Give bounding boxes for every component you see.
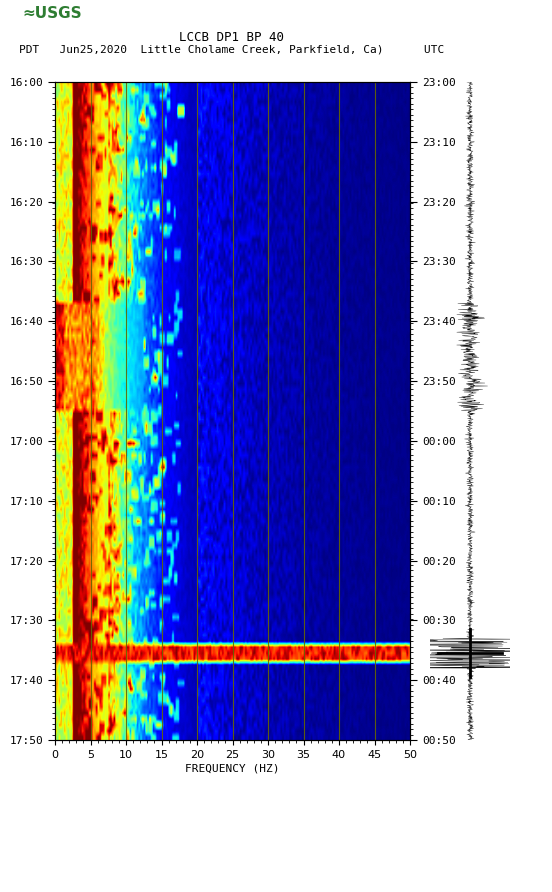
Text: PDT   Jun25,2020  Little Cholame Creek, Parkfield, Ca)      UTC: PDT Jun25,2020 Little Cholame Creek, Par… <box>19 45 444 54</box>
X-axis label: FREQUENCY (HZ): FREQUENCY (HZ) <box>185 764 280 774</box>
Text: LCCB DP1 BP 40: LCCB DP1 BP 40 <box>179 31 284 45</box>
Text: ≈USGS: ≈USGS <box>22 6 82 21</box>
